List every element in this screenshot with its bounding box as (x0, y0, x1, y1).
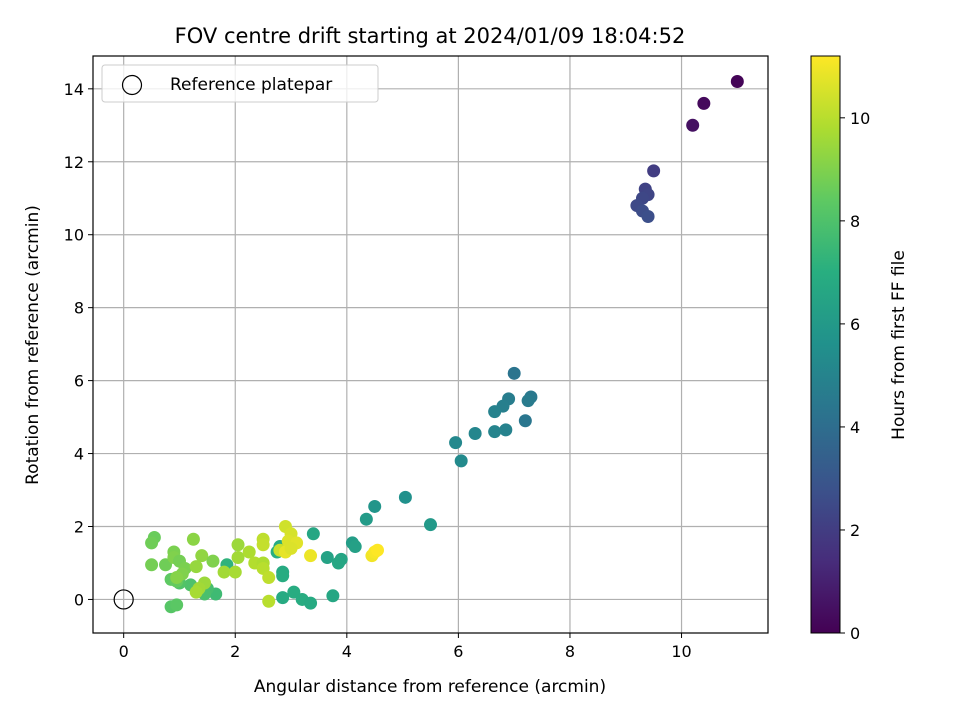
data-point (641, 209, 655, 223)
data-point (686, 118, 700, 132)
chart-title: FOV centre drift starting at 2024/01/09 … (175, 24, 686, 48)
y-tick-label: 8 (74, 299, 84, 318)
x-tick-label: 0 (119, 642, 129, 661)
data-point (488, 405, 502, 419)
data-point (454, 454, 468, 468)
data-point (262, 594, 276, 608)
data-point (276, 569, 290, 583)
y-axis-ticks: 0 2 4 6 8 10 12 14 (64, 80, 93, 609)
data-point (730, 75, 744, 89)
data-point (206, 554, 220, 568)
data-point (231, 538, 245, 552)
data-point (499, 423, 513, 437)
y-tick-label: 14 (64, 80, 84, 99)
y-tick-label: 10 (64, 226, 84, 245)
colorbar-tick-label: 4 (850, 418, 860, 437)
colorbar-tick-label: 8 (850, 212, 860, 231)
data-point (521, 394, 535, 408)
data-points (145, 75, 744, 614)
plot-frame (92, 55, 769, 634)
data-point (304, 596, 318, 610)
data-point (424, 518, 437, 532)
data-point (468, 426, 482, 440)
data-point (371, 543, 385, 557)
y-tick-label: 2 (74, 517, 84, 536)
data-point (348, 540, 362, 554)
data-point (145, 558, 159, 572)
colorbar-label: Hours from first FF file (889, 250, 909, 440)
legend-box (101, 64, 379, 103)
data-point (449, 436, 463, 450)
data-point (287, 585, 301, 599)
x-axis-label: Angular distance from reference (arcmin) (254, 677, 606, 697)
y-tick-label: 6 (74, 372, 84, 391)
data-point (262, 571, 276, 585)
data-point (697, 96, 711, 110)
data-point (368, 499, 382, 513)
data-point (276, 591, 290, 605)
data-point (359, 512, 373, 526)
y-axis-label: Rotation from reference (arcmin) (23, 205, 43, 485)
data-point (306, 527, 320, 541)
data-point (170, 571, 184, 585)
colorbar-tick-label: 6 (850, 315, 860, 334)
colorbar-gradient (810, 55, 841, 634)
reference-platepar-marker (113, 589, 134, 610)
data-point (170, 598, 184, 612)
x-tick-label: 6 (453, 642, 463, 661)
legend: Reference platepar (101, 64, 379, 103)
data-point (217, 565, 231, 579)
data-point (186, 532, 200, 546)
data-point (398, 490, 412, 504)
colorbar-ticks: 0 2 4 6 8 10 (840, 109, 870, 643)
colorbar-tick-label: 2 (850, 521, 860, 540)
data-point (159, 558, 173, 572)
colorbar-tick-label: 10 (850, 109, 870, 128)
legend-reference-label: Reference platepar (170, 75, 332, 95)
x-tick-label: 2 (230, 642, 240, 661)
x-tick-label: 10 (671, 642, 691, 661)
x-axis-ticks: 0 2 4 6 8 10 (119, 633, 692, 661)
data-point (284, 541, 298, 555)
data-point (145, 536, 159, 550)
x-tick-label: 8 (565, 642, 575, 661)
colorbar: 0 2 4 6 8 10 Hours from first FF file (810, 55, 909, 643)
data-point (256, 538, 270, 552)
data-point (228, 565, 242, 579)
data-point (189, 560, 203, 574)
legend-reference-marker (121, 74, 143, 96)
data-point (242, 545, 256, 559)
data-point (326, 589, 340, 603)
data-point (507, 366, 521, 380)
data-point (518, 414, 532, 428)
y-tick-label: 0 (74, 590, 84, 609)
data-point (331, 556, 345, 570)
data-point (488, 425, 502, 439)
x-tick-label: 4 (342, 642, 352, 661)
y-tick-label: 12 (64, 153, 84, 172)
grid (93, 56, 768, 633)
data-point (231, 551, 245, 565)
data-point (304, 549, 318, 563)
data-point (320, 551, 334, 565)
y-tick-label: 4 (74, 445, 84, 464)
colorbar-tick-label: 0 (850, 624, 860, 643)
data-point (195, 549, 209, 563)
data-point (189, 585, 203, 599)
data-point (647, 164, 661, 178)
